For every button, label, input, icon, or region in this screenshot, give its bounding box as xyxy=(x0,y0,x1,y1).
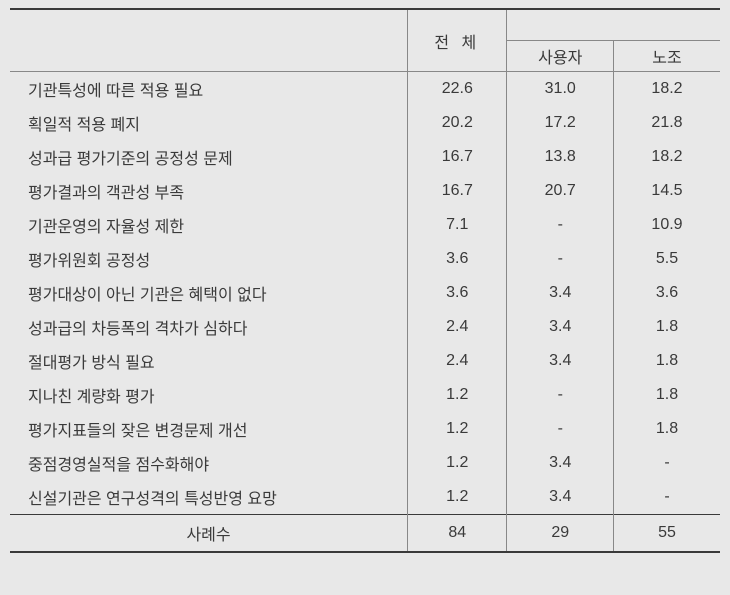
cell-total: 22.6 xyxy=(408,72,507,107)
table-footer: 사례수 84 29 55 xyxy=(10,515,720,553)
footer-user: 29 xyxy=(507,515,614,553)
footer-total: 84 xyxy=(408,515,507,553)
cell-total: 16.7 xyxy=(408,140,507,174)
table-row: 평가위원회 공정성3.6-5.5 xyxy=(10,242,720,276)
row-label: 획일적 적용 폐지 xyxy=(10,106,408,140)
table-row: 기관운영의 자율성 제한7.1-10.9 xyxy=(10,208,720,242)
data-table: 전 체사용자노조 기관특성에 따른 적용 필요22.631.018.2획일적 적… xyxy=(10,8,720,553)
header-union: 노조 xyxy=(613,41,720,72)
table-row: 평가결과의 객관성 부족16.720.714.5 xyxy=(10,174,720,208)
table-header: 전 체사용자노조 xyxy=(10,9,720,72)
cell-union: 18.2 xyxy=(613,140,720,174)
row-label: 평가결과의 객관성 부족 xyxy=(10,174,408,208)
cell-union: 10.9 xyxy=(613,208,720,242)
cell-total: 20.2 xyxy=(408,106,507,140)
cell-union: 5.5 xyxy=(613,242,720,276)
cell-union: 1.8 xyxy=(613,378,720,412)
cell-user: - xyxy=(507,208,614,242)
table-row: 기관특성에 따른 적용 필요22.631.018.2 xyxy=(10,72,720,107)
table-row: 신설기관은 연구성격의 특성반영 요망1.23.4- xyxy=(10,480,720,515)
row-label: 절대평가 방식 필요 xyxy=(10,344,408,378)
row-label: 지나친 계량화 평가 xyxy=(10,378,408,412)
cell-total: 1.2 xyxy=(408,412,507,446)
table-row: 절대평가 방식 필요2.43.41.8 xyxy=(10,344,720,378)
table-row: 지나친 계량화 평가1.2-1.8 xyxy=(10,378,720,412)
cell-user: 13.8 xyxy=(507,140,614,174)
cell-union: 1.8 xyxy=(613,344,720,378)
cell-user: 3.4 xyxy=(507,344,614,378)
table-row: 중점경영실적을 점수화해야1.23.4- xyxy=(10,446,720,480)
cell-total: 7.1 xyxy=(408,208,507,242)
cell-union: - xyxy=(613,480,720,515)
row-label: 평가위원회 공정성 xyxy=(10,242,408,276)
header-user: 사용자 xyxy=(507,41,614,72)
cell-user: 3.4 xyxy=(507,446,614,480)
cell-union: 3.6 xyxy=(613,276,720,310)
table-row: 획일적 적용 폐지20.217.221.8 xyxy=(10,106,720,140)
cell-total: 2.4 xyxy=(408,344,507,378)
row-label: 기관운영의 자율성 제한 xyxy=(10,208,408,242)
table-body: 기관특성에 따른 적용 필요22.631.018.2획일적 적용 폐지20.21… xyxy=(10,72,720,515)
cell-user: 20.7 xyxy=(507,174,614,208)
cell-union: 1.8 xyxy=(613,412,720,446)
header-subgroup xyxy=(507,9,720,41)
cell-total: 1.2 xyxy=(408,446,507,480)
cell-total: 3.6 xyxy=(408,276,507,310)
cell-user: 31.0 xyxy=(507,72,614,107)
row-label: 신설기관은 연구성격의 특성반영 요망 xyxy=(10,480,408,515)
table-row: 성과급 평가기준의 공정성 문제16.713.818.2 xyxy=(10,140,720,174)
cell-union: 18.2 xyxy=(613,72,720,107)
footer-union: 55 xyxy=(613,515,720,553)
row-label: 중점경영실적을 점수화해야 xyxy=(10,446,408,480)
cell-user: - xyxy=(507,242,614,276)
cell-union: 1.8 xyxy=(613,310,720,344)
row-label: 평가대상이 아닌 기관은 혜택이 없다 xyxy=(10,276,408,310)
footer-label: 사례수 xyxy=(10,515,408,553)
cell-total: 2.4 xyxy=(408,310,507,344)
header-total: 전 체 xyxy=(408,9,507,72)
row-label: 성과급 평가기준의 공정성 문제 xyxy=(10,140,408,174)
row-label: 기관특성에 따른 적용 필요 xyxy=(10,72,408,107)
cell-user: 3.4 xyxy=(507,276,614,310)
cell-union: 14.5 xyxy=(613,174,720,208)
cell-user: 3.4 xyxy=(507,310,614,344)
table-row: 평가대상이 아닌 기관은 혜택이 없다3.63.43.6 xyxy=(10,276,720,310)
table-row: 평가지표들의 잦은 변경문제 개선1.2-1.8 xyxy=(10,412,720,446)
row-label: 성과급의 차등폭의 격차가 심하다 xyxy=(10,310,408,344)
cell-union: 21.8 xyxy=(613,106,720,140)
cell-total: 16.7 xyxy=(408,174,507,208)
cell-user: - xyxy=(507,378,614,412)
cell-user: - xyxy=(507,412,614,446)
cell-user: 17.2 xyxy=(507,106,614,140)
table-row: 성과급의 차등폭의 격차가 심하다2.43.41.8 xyxy=(10,310,720,344)
row-label: 평가지표들의 잦은 변경문제 개선 xyxy=(10,412,408,446)
table-container: 전 체사용자노조 기관특성에 따른 적용 필요22.631.018.2획일적 적… xyxy=(0,0,730,595)
header-blank xyxy=(10,9,408,72)
cell-total: 1.2 xyxy=(408,378,507,412)
cell-total: 3.6 xyxy=(408,242,507,276)
cell-total: 1.2 xyxy=(408,480,507,515)
cell-user: 3.4 xyxy=(507,480,614,515)
cell-union: - xyxy=(613,446,720,480)
